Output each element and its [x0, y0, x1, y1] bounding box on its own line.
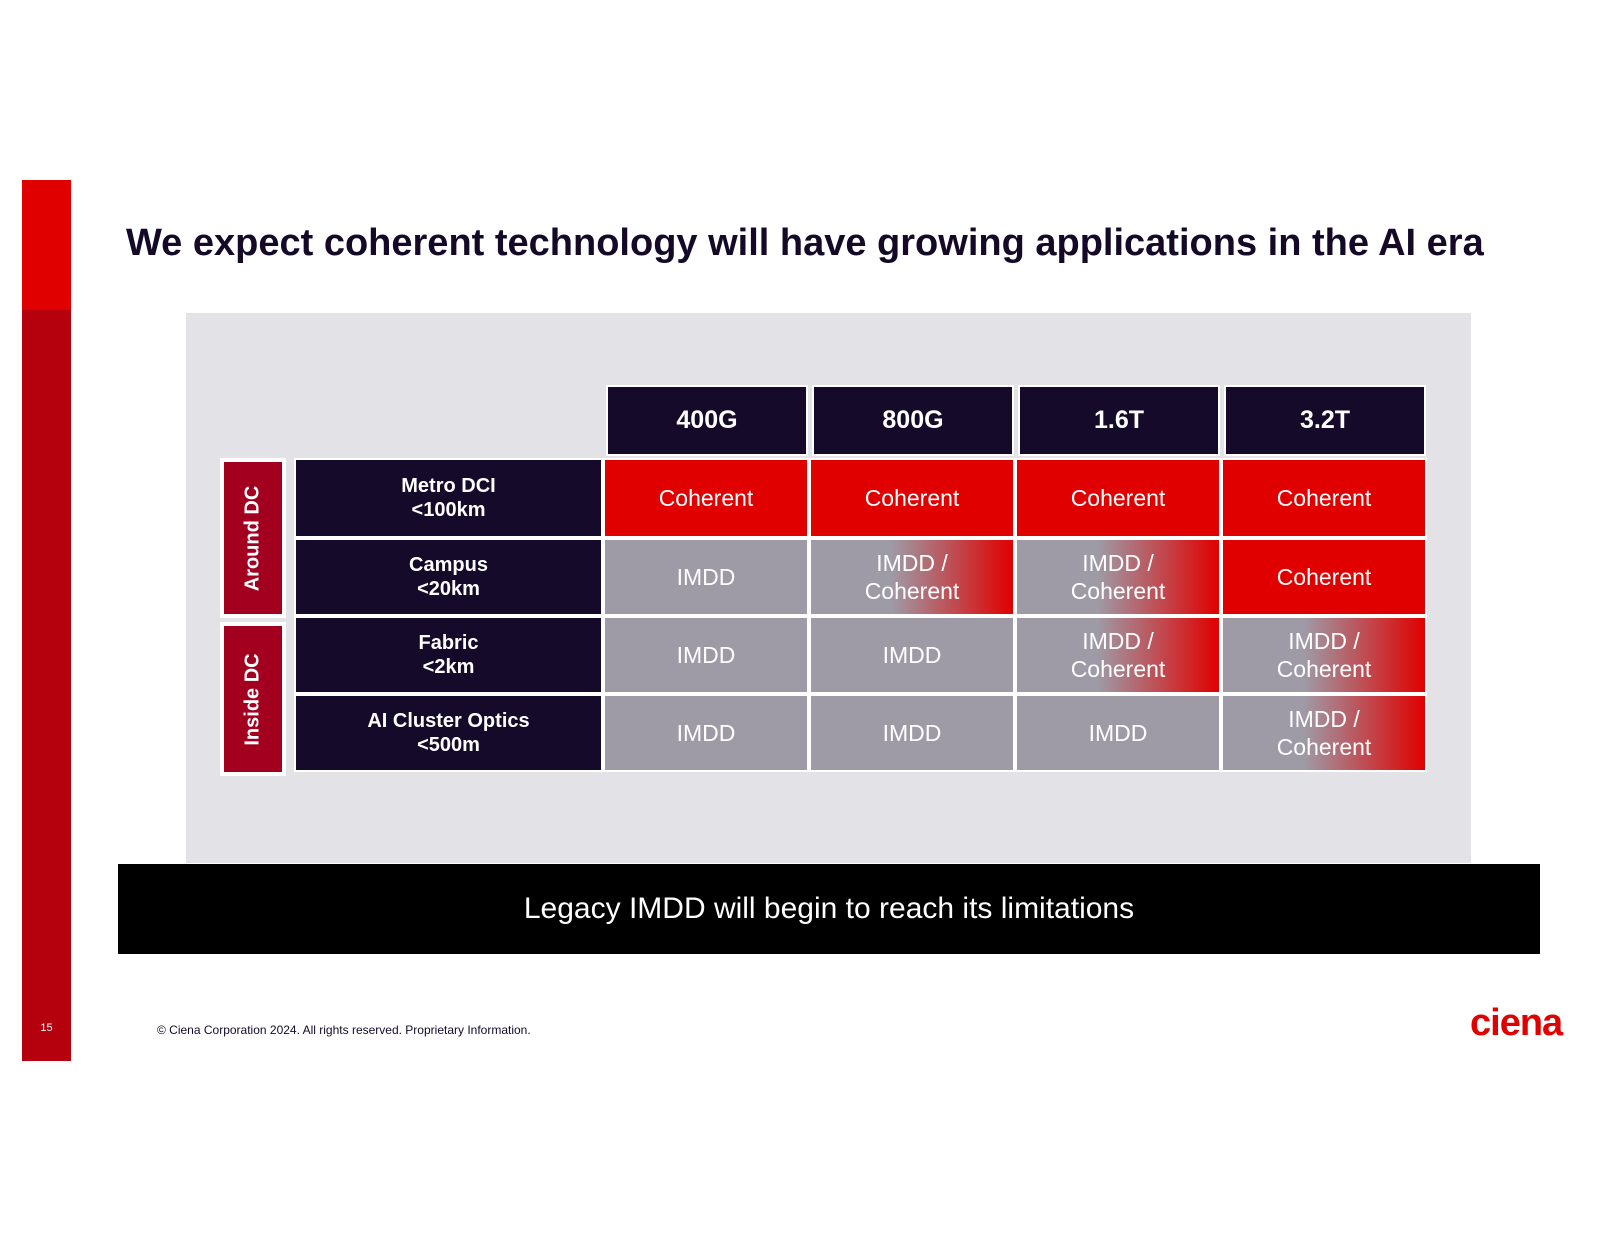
cell-text: IMDD /	[1082, 628, 1154, 654]
page-number: 15	[40, 1022, 53, 1034]
table-cell: IMDD / Coherent	[1015, 538, 1221, 616]
table-cell: IMDD / Coherent	[809, 538, 1015, 616]
cell-text: Coherent	[1276, 485, 1372, 511]
column-header-800g: 800G	[812, 385, 1014, 456]
side-accent-bar-top	[22, 180, 71, 310]
table-cell: Coherent	[1015, 458, 1221, 538]
row-label-distance: <2km	[422, 656, 475, 678]
table-cell: Coherent	[1221, 458, 1427, 538]
row-label-fabric: Fabric <2km	[294, 616, 603, 694]
cell-text: IMDD	[676, 720, 736, 746]
ciena-logo: ciena	[1470, 1002, 1563, 1044]
row-label-distance: <100km	[411, 499, 486, 521]
cell-text: IMDD	[882, 642, 942, 668]
cell-text: IMDD /	[876, 550, 948, 576]
table-cell: IMDD / Coherent	[1221, 616, 1427, 694]
group-label-text: Inside DC	[241, 652, 264, 746]
cell-text: IMDD /	[1288, 706, 1360, 732]
table-cell: IMDD	[809, 694, 1015, 772]
cell-text: Coherent	[1070, 656, 1166, 682]
cell-text: IMDD /	[1288, 628, 1360, 654]
row-label-distance: <500m	[417, 734, 480, 756]
group-label-text: Around DC	[241, 485, 264, 591]
cell-text: Coherent	[864, 578, 960, 604]
row-label-name: Fabric	[418, 632, 479, 654]
row-label-name: Metro DCI	[401, 475, 496, 497]
row-label-distance: <20km	[417, 578, 480, 600]
cell-text: Coherent	[864, 485, 960, 511]
cell-text: IMDD	[882, 720, 942, 746]
takeaway-banner: Legacy IMDD will begin to reach its limi…	[118, 864, 1540, 954]
takeaway-text: Legacy IMDD will begin to reach its limi…	[523, 892, 1135, 925]
table-cell: IMDD / Coherent	[1015, 616, 1221, 694]
cell-text: Coherent	[1070, 578, 1166, 604]
row-label-name: Campus	[409, 554, 488, 576]
table-cell: IMDD	[603, 616, 809, 694]
cell-text: IMDD	[676, 564, 736, 590]
column-header-3-2t: 3.2T	[1224, 385, 1426, 456]
group-label-inside-dc: Inside DC	[220, 622, 286, 776]
cell-text: IMDD /	[1082, 550, 1154, 576]
cell-text: IMDD	[1088, 720, 1148, 746]
table-cell: IMDD	[603, 538, 809, 616]
row-label-campus: Campus <20km	[294, 538, 603, 616]
table-cell: IMDD	[1015, 694, 1221, 772]
row-label-metro-dci: Metro DCI <100km	[294, 458, 603, 538]
row-label-name: AI Cluster Optics	[367, 710, 530, 732]
cell-text: Coherent	[1070, 485, 1166, 511]
cell-text: IMDD	[676, 642, 736, 668]
cell-text: Coherent	[1276, 656, 1372, 682]
slide-title: We expect coherent technology will have …	[126, 222, 1484, 264]
table-cell: Coherent	[1221, 538, 1427, 616]
group-label-around-dc: Around DC	[220, 458, 286, 618]
cell-text: Coherent	[1276, 734, 1372, 760]
cell-text: Coherent	[1276, 564, 1372, 590]
table-cell: IMDD	[603, 694, 809, 772]
column-header-400g: 400G	[606, 385, 808, 456]
column-header-1-6t: 1.6T	[1018, 385, 1220, 456]
table-cell: IMDD / Coherent	[1221, 694, 1427, 772]
table-cell: IMDD	[809, 616, 1015, 694]
table-cell: Coherent	[603, 458, 809, 538]
copyright-footer: © Ciena Corporation 2024. All rights res…	[157, 1023, 531, 1037]
table-cell: Coherent	[809, 458, 1015, 538]
side-accent-bar-bottom	[22, 310, 71, 1061]
cell-text: Coherent	[658, 485, 754, 511]
row-label-ai-cluster-optics: AI Cluster Optics <500m	[294, 694, 603, 772]
